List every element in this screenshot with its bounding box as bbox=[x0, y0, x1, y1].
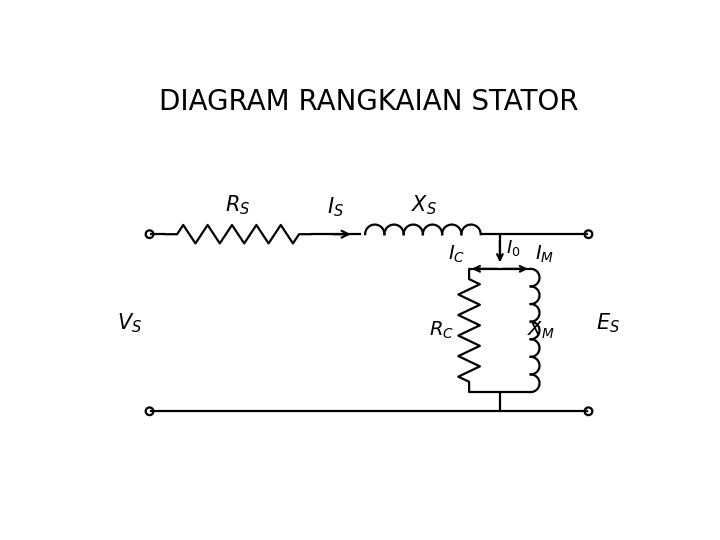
Text: $I_C$: $I_C$ bbox=[448, 244, 465, 265]
Text: $I_M$: $I_M$ bbox=[534, 244, 554, 265]
Text: DIAGRAM RANGKAIAN STATOR: DIAGRAM RANGKAIAN STATOR bbox=[159, 88, 579, 116]
Text: $I_S$: $I_S$ bbox=[327, 195, 343, 219]
Text: $I_0$: $I_0$ bbox=[506, 238, 521, 258]
Text: $V_S$: $V_S$ bbox=[117, 311, 142, 335]
Text: $E_S$: $E_S$ bbox=[596, 311, 620, 335]
Text: $X_S$: $X_S$ bbox=[411, 194, 438, 217]
Text: $R_C$: $R_C$ bbox=[428, 320, 454, 341]
Text: $R_S$: $R_S$ bbox=[225, 194, 251, 217]
Text: $X_M$: $X_M$ bbox=[527, 320, 554, 341]
